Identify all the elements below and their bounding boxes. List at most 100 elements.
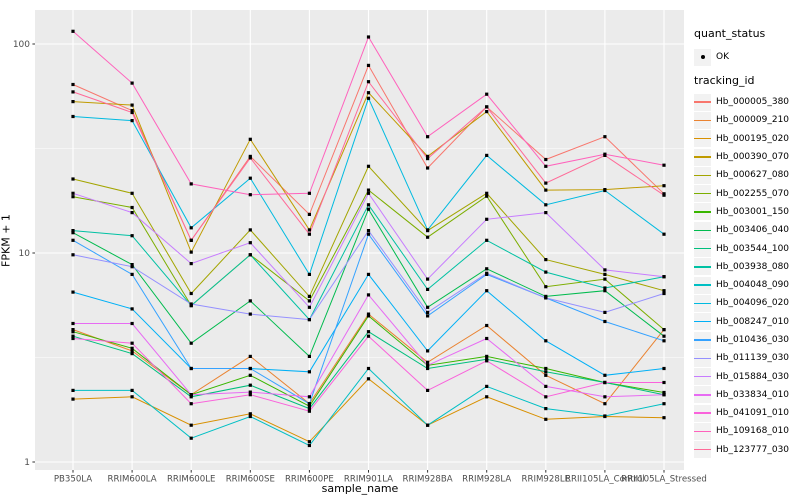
data-point (544, 417, 548, 421)
legend-key-box (694, 441, 711, 459)
legend-key-line (694, 101, 711, 103)
data-point (307, 294, 311, 298)
legend-entry: Hb_109168_010 (694, 422, 798, 440)
data-point (366, 191, 371, 195)
data-point (544, 296, 548, 300)
data-point (248, 156, 252, 160)
legend-entry-label: Hb_000195_020 (716, 133, 790, 144)
data-point (307, 404, 311, 408)
data-point (544, 395, 548, 399)
x-tick-label: RRIM600LA (108, 475, 157, 485)
data-point (307, 212, 311, 216)
data-point (71, 388, 75, 392)
data-point (366, 366, 371, 371)
data-point (544, 270, 548, 274)
data-point (130, 272, 134, 276)
data-point (189, 182, 193, 186)
legend-entry: Hb_123777_030 (694, 441, 798, 459)
legend-entry-label: Hb_008247_010 (716, 316, 790, 327)
legend-entry: Hb_000390_070 (694, 148, 798, 166)
data-point (485, 359, 489, 363)
legend-key-box (694, 130, 711, 148)
data-point (662, 339, 666, 343)
data-point (662, 416, 666, 420)
data-point (130, 211, 134, 215)
x-tick-label: PB350LA (54, 475, 92, 485)
data-point (366, 188, 371, 192)
data-point (248, 412, 252, 416)
data-point (248, 253, 252, 257)
data-point (130, 205, 134, 210)
data-point (544, 373, 548, 377)
data-point (307, 443, 311, 448)
data-point (485, 271, 489, 275)
data-point (248, 312, 252, 316)
data-point (603, 380, 607, 385)
data-point (130, 352, 134, 356)
legend-key-box (694, 258, 711, 276)
x-axis-title: sample_name (321, 482, 399, 495)
legend-key-box (694, 166, 711, 184)
data-point (71, 397, 75, 401)
x-tick-label: RRIM600SE (226, 475, 275, 485)
data-point (603, 277, 607, 281)
data-point (603, 272, 607, 276)
legend-key-line (694, 211, 711, 213)
legend-key-box (694, 221, 711, 239)
legend-key-box (694, 294, 711, 312)
data-point (366, 35, 371, 39)
legend-key-line (694, 375, 711, 378)
data-point (544, 370, 548, 374)
legend-entry: Hb_000627_080 (694, 166, 798, 184)
data-point (130, 395, 134, 399)
data-point (71, 195, 75, 199)
data-point (662, 328, 666, 332)
legend-key-line (694, 321, 711, 323)
data-point (426, 310, 430, 314)
legend-key-line (694, 449, 711, 451)
data-point (130, 265, 134, 269)
data-point (248, 176, 252, 180)
data-point (485, 92, 489, 96)
data-point (426, 360, 430, 364)
data-point (248, 366, 252, 371)
data-point (71, 321, 75, 326)
data-point (603, 188, 607, 193)
legend-entry-label: Hb_003938_080 (716, 261, 790, 272)
data-point (189, 226, 193, 230)
data-point (544, 366, 548, 371)
data-point (485, 191, 489, 195)
data-point (485, 105, 489, 109)
legend-entry-label: Hb_011139_030 (716, 353, 790, 364)
data-point (130, 341, 134, 345)
legend-key-line (694, 412, 711, 414)
legend-entry-label: Hb_003001_150 (716, 206, 790, 217)
legend-key-line (694, 174, 711, 177)
x-tick-label: RRIM928LE (522, 475, 571, 485)
data-point (248, 193, 252, 197)
data-point (426, 349, 430, 353)
legend-entry-label: Hb_109168_010 (716, 426, 790, 437)
legend-entry-label: Hb_010436_030 (716, 335, 790, 345)
data-point (307, 305, 311, 309)
data-point (603, 373, 607, 377)
data-point (71, 330, 75, 334)
legend-entry: Hb_000005_380 (694, 93, 798, 111)
data-point (662, 275, 666, 279)
data-point (366, 229, 371, 233)
data-point (603, 286, 607, 290)
data-point (307, 272, 311, 276)
data-point (485, 354, 489, 358)
legend-entry-label: Hb_004048_090 (716, 280, 790, 291)
data-point (366, 272, 371, 276)
data-point (544, 164, 548, 168)
legend-key-line (694, 247, 711, 250)
data-point (603, 268, 607, 272)
data-point (307, 228, 311, 232)
data-point (603, 414, 607, 418)
legend-key-line (694, 284, 711, 286)
data-point (485, 217, 489, 221)
data-point (71, 100, 75, 104)
x-tick-label: RRIM928BA (403, 475, 453, 485)
